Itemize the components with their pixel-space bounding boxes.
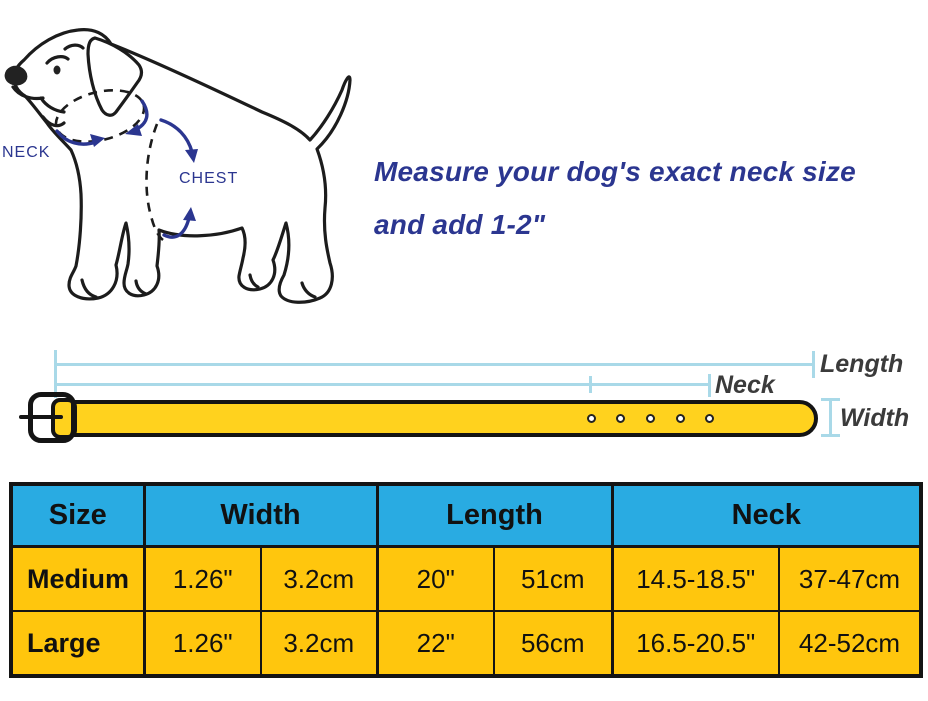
header-neck: Neck [610, 483, 922, 548]
neck-measure-line [55, 383, 710, 386]
cell-width-cm: 3.2cm [260, 545, 378, 612]
cell-width-cm: 3.2cm [260, 610, 378, 677]
dog-toe-line [134, 279, 148, 296]
chest-annotation-label: CHEST [179, 170, 239, 187]
cell-neck-cm: 42-52cm [778, 610, 922, 677]
collar-hole [616, 414, 625, 423]
dog-nose [4, 65, 28, 86]
width-measure-bar [829, 399, 832, 436]
collar-strap [55, 400, 818, 437]
collar-hole [587, 414, 596, 423]
width-measure-bar-bottom [821, 434, 840, 437]
header-length: Length [375, 483, 613, 548]
neck-diagram-label: Neck [715, 371, 775, 399]
length-diagram-label: Length [820, 350, 904, 378]
cell-length-cm: 51cm [493, 545, 613, 612]
neck-arrow-left [55, 129, 98, 146]
measure-start-tick [54, 350, 57, 398]
cell-neck-cm: 37-47cm [778, 545, 922, 612]
dog-toe-line [300, 281, 317, 299]
header-width: Width [142, 483, 378, 548]
arrowhead [125, 124, 142, 136]
cell-size: Medium [10, 545, 145, 612]
cell-neck-in: 16.5-20.5" [610, 610, 780, 677]
width-diagram-label: Width [840, 404, 910, 432]
neck-end-tick [708, 374, 711, 397]
collar-hole [705, 414, 714, 423]
chest-arrow-top [159, 118, 194, 154]
neck-annotation-label: NECK [2, 144, 51, 161]
dog-toe-line [248, 273, 260, 289]
headline-line1: Measure your dog's exact neck size [374, 156, 856, 187]
cell-length-cm: 56cm [493, 610, 613, 677]
dog-eye [53, 65, 61, 75]
headline-line2: and add 1-2" [374, 209, 546, 240]
dog-brow [63, 43, 85, 51]
length-measure-line [55, 363, 814, 366]
arrowhead [90, 134, 105, 147]
width-measure-bar-top [821, 398, 840, 401]
dog-chin [39, 96, 66, 114]
cell-length-in: 22" [375, 610, 495, 677]
size-table: Size Width Length Neck Medium 1.26" 3.2c… [9, 482, 923, 678]
dog-eyelid [45, 55, 70, 65]
collar-hole [676, 414, 685, 423]
table-row-large: Large 1.26" 3.2cm 22" 56cm 16.5-20.5" 42… [10, 610, 922, 677]
table-header-row: Size Width Length Neck [10, 483, 922, 548]
dog-toe-line [80, 278, 98, 299]
neck-mid-tick [589, 376, 592, 393]
dog-ear [86, 36, 144, 117]
chest-measure-dashed-arc [145, 123, 164, 242]
chest-arrow-bottom [162, 216, 191, 239]
collar-buckle-pin [19, 415, 63, 419]
cell-width-in: 1.26" [142, 545, 262, 612]
table-row-medium: Medium 1.26" 3.2cm 20" 51cm 14.5-18.5" 3… [10, 545, 922, 612]
collar-hole [646, 414, 655, 423]
length-end-tick [812, 351, 815, 378]
header-size: Size [10, 483, 145, 548]
dog-illustration [4, 28, 352, 304]
arrowhead [185, 149, 198, 163]
dog-cheek [41, 115, 66, 128]
cell-neck-in: 14.5-18.5" [610, 545, 780, 612]
cell-width-in: 1.26" [142, 610, 262, 677]
cell-size: Large [10, 610, 145, 677]
dog-body-outline [12, 28, 352, 304]
arrowhead [183, 207, 196, 221]
cell-length-in: 20" [375, 545, 495, 612]
